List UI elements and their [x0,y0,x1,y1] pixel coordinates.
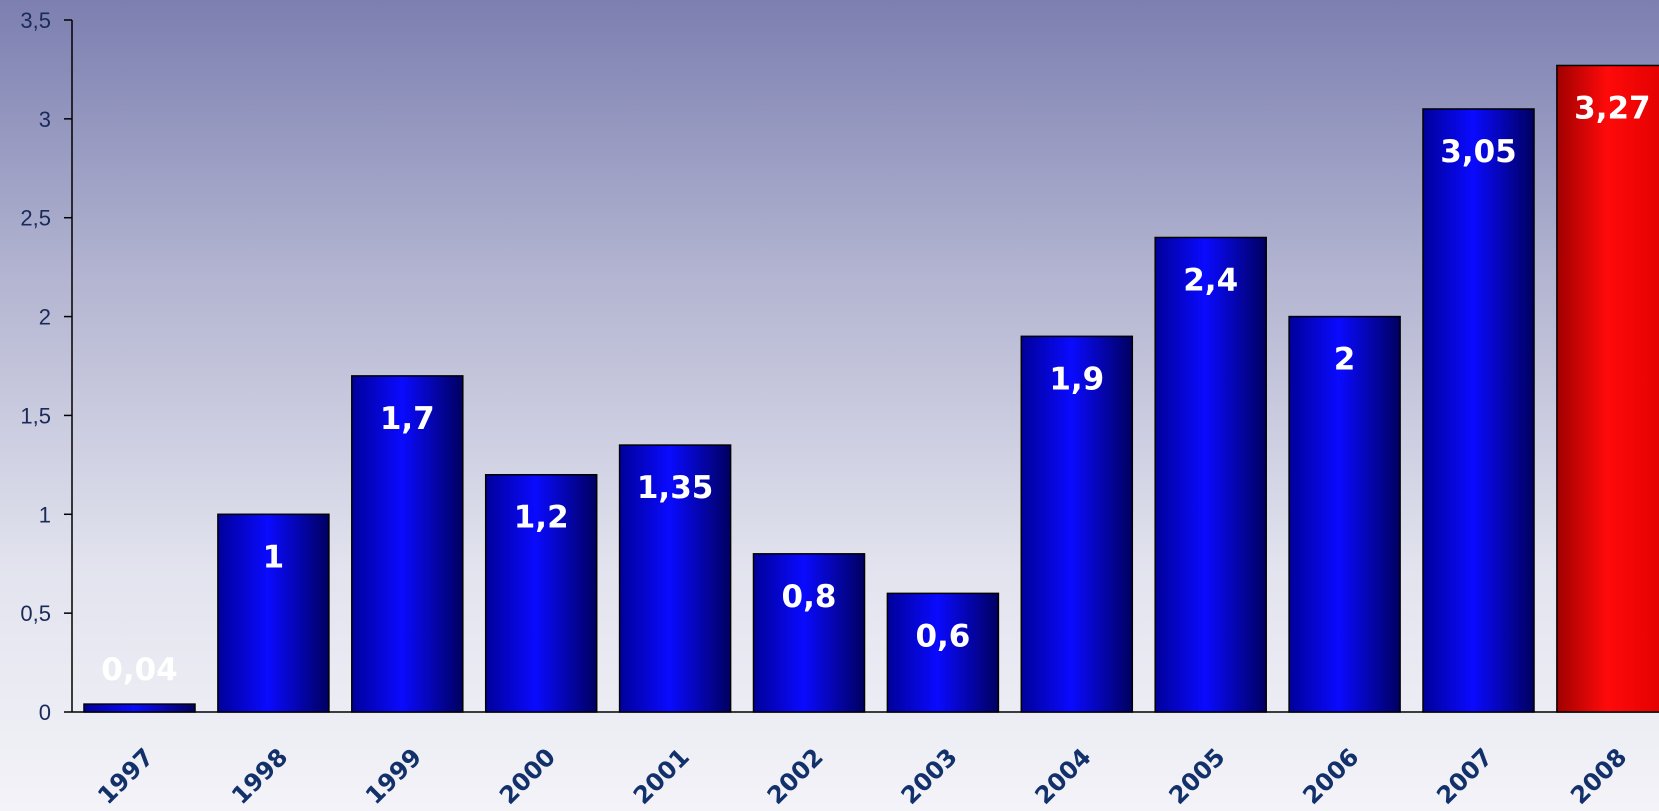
data-label-1998: 1 [263,539,285,575]
x-tick-label-1997: 1997 [92,743,159,810]
data-label-2005: 2,4 [1183,262,1238,298]
data-label-1999: 1,7 [380,401,435,437]
data-label-1997: 0,04 [101,652,178,688]
bar-1997 [83,703,196,713]
x-tick-label-2004: 2004 [1030,743,1097,810]
y-tick-label: 2,5 [20,206,51,231]
data-label-2007: 3,05 [1440,134,1517,170]
y-tick-label: 2 [39,305,51,330]
x-tick-label-2001: 2001 [628,743,695,810]
data-label-2001: 1,35 [637,470,714,506]
bar-2007 [1422,108,1535,713]
y-tick-label: 3 [39,107,51,132]
bar-2008 [1556,64,1659,713]
bar-2004 [1020,335,1134,713]
x-tick-label-2005: 2005 [1164,743,1231,810]
data-label-2004: 1,9 [1049,361,1104,397]
bar-1999 [351,375,464,713]
y-tick-label: 1 [39,502,51,527]
x-tick-label-2008: 2008 [1565,743,1632,810]
data-label-2008: 3,27 [1574,90,1651,126]
bar-1998 [217,513,330,713]
x-tick-label-1999: 1999 [360,743,427,810]
x-tick-label-2000: 2000 [494,743,561,810]
x-tick-label-2006: 2006 [1297,743,1364,810]
bar-2002 [752,553,866,713]
y-tick-label: 0 [39,700,51,725]
y-tick-label: 0,5 [20,601,51,626]
y-tick-label: 1,5 [20,403,51,428]
x-tick-label-1998: 1998 [226,743,293,810]
y-tick-label: 3,5 [20,8,51,33]
data-label-2006: 2 [1334,342,1356,378]
x-tick-label-2002: 2002 [762,743,829,810]
data-label-2000: 1,2 [514,500,569,536]
data-label-2002: 0,8 [782,579,837,615]
x-tick-label-2007: 2007 [1431,743,1498,810]
bar-2000 [484,473,598,713]
bar-2006 [1288,315,1401,713]
x-tick-label-2003: 2003 [896,743,963,810]
data-label-2003: 0,6 [915,618,970,654]
bar-2001 [618,444,732,713]
bar-2003 [886,592,1000,713]
bar-2005 [1154,236,1267,713]
